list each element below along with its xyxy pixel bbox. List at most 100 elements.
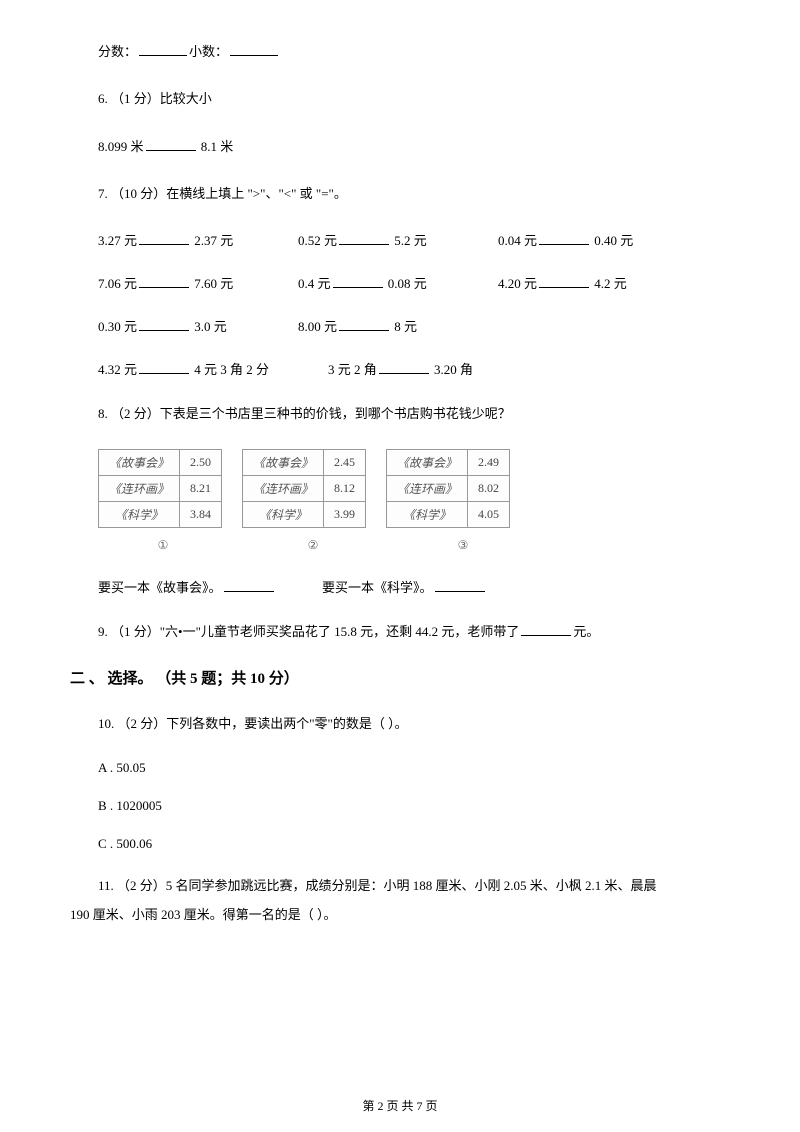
q7-r1c3: 0.04 元 0.40 元 bbox=[498, 230, 698, 249]
q5-blank1[interactable] bbox=[139, 43, 187, 56]
q7-r1c2-r: 5.2 元 bbox=[391, 233, 427, 248]
q8-t3-b2: 《连环画》 bbox=[387, 475, 468, 501]
q8-label1: ① bbox=[98, 538, 228, 553]
q7-r2c1-l: 7.06 元 bbox=[98, 276, 137, 291]
q8-stem: 8. （2 分）下表是三个书店里三种书的价钱，到哪个书店购书花钱少呢？ bbox=[98, 402, 730, 425]
q7-row2: 7.06 元 7.60 元 0.4 元 0.08 元 4.20 元 4.2 元 bbox=[98, 273, 730, 292]
q7-r2c2-blank[interactable] bbox=[333, 275, 383, 288]
q8-t1-b1: 《故事会》 bbox=[99, 449, 180, 475]
section2-header: 二 、 选择。 （共 5 题；共 10 分） bbox=[70, 667, 730, 688]
q7-r1c2-l: 0.52 元 bbox=[298, 233, 337, 248]
q8-table3: 《故事会》2.49 《连环画》8.02 《科学》4.05 bbox=[386, 449, 510, 528]
q7-r1c3-l: 0.04 元 bbox=[498, 233, 537, 248]
q7-r3c2: 8.00 元 8 元 bbox=[298, 316, 498, 335]
q7-r2c1-blank[interactable] bbox=[139, 275, 189, 288]
q5-text1: 分数： bbox=[98, 44, 137, 59]
q9-blank[interactable] bbox=[521, 623, 571, 636]
q11-line1: 11. （2 分）5 名同学参加跳远比赛，成绩分别是：小明 188 厘米、小刚 … bbox=[70, 874, 730, 897]
q7-row3: 0.30 元 3.0 元 8.00 元 8 元 bbox=[98, 316, 730, 335]
q7-r1c2: 0.52 元 5.2 元 bbox=[298, 230, 498, 249]
q10-stem: 10. （2 分）下列各数中，要读出两个"零"的数是（ ）。 bbox=[98, 712, 730, 735]
q7-r4c2-blank[interactable] bbox=[379, 361, 429, 374]
q7-r2c1-r: 7.60 元 bbox=[191, 276, 233, 291]
q7-r1c1-r: 2.37 元 bbox=[191, 233, 233, 248]
q7-row4: 4.32 元 4 元 3 角 2 分 3 元 2 角 3.20 角 bbox=[98, 359, 730, 378]
q8-label2: ② bbox=[248, 538, 378, 553]
q7-r4c2-r: 3.20 角 bbox=[431, 362, 473, 377]
q8-ans2-blank[interactable] bbox=[435, 579, 485, 592]
q7-stem: 7. （10 分）在横线上填上 ">"、"<" 或 "="。 bbox=[98, 182, 730, 205]
q7-r1c3-blank[interactable] bbox=[539, 232, 589, 245]
q8-ans2-text: 要买一本《科学》。 bbox=[322, 580, 433, 595]
q7-r3c1-r: 3.0 元 bbox=[191, 319, 227, 334]
q6-left: 8.099 米 bbox=[98, 139, 144, 154]
q5-text2: 小数： bbox=[189, 44, 228, 59]
q7-r2c2: 0.4 元 0.08 元 bbox=[298, 273, 498, 292]
q7-r3c2-l: 8.00 元 bbox=[298, 319, 337, 334]
q8-t2-p3: 3.99 bbox=[324, 501, 366, 527]
q7-r4c1: 4.32 元 4 元 3 角 2 分 bbox=[98, 359, 328, 378]
q8-tables: 《故事会》2.50 《连环画》8.21 《科学》3.84 《故事会》2.45 《… bbox=[98, 449, 730, 528]
q8-t3-b1: 《故事会》 bbox=[387, 449, 468, 475]
q5-line: 分数： 小数： bbox=[98, 40, 730, 63]
q7-r2c2-l: 0.4 元 bbox=[298, 276, 331, 291]
q8-t1-p3: 3.84 bbox=[180, 501, 222, 527]
q7-r4c1-r: 4 元 3 角 2 分 bbox=[191, 362, 269, 377]
q7-r3c1: 0.30 元 3.0 元 bbox=[98, 316, 298, 335]
q7-r3c1-blank[interactable] bbox=[139, 318, 189, 331]
q7-r2c3-l: 4.20 元 bbox=[498, 276, 537, 291]
q7-r2c3-blank[interactable] bbox=[539, 275, 589, 288]
q5-blank2[interactable] bbox=[230, 43, 278, 56]
q9-line: 9. （1 分）"六•一"儿童节老师买奖品花了 15.8 元，还剩 44.2 元… bbox=[98, 620, 730, 643]
q8-ans1-blank[interactable] bbox=[224, 579, 274, 592]
q8-ans1-text: 要买一本《故事会》。 bbox=[98, 580, 222, 595]
q7-r2c1: 7.06 元 7.60 元 bbox=[98, 273, 298, 292]
q7-r1c1: 3.27 元 2.37 元 bbox=[98, 230, 298, 249]
q6-right: 8.1 米 bbox=[198, 139, 234, 154]
q7-r3c3 bbox=[498, 316, 698, 335]
page-footer: 第 2 页 共 7 页 bbox=[0, 1097, 800, 1114]
q8-t2-p1: 2.45 bbox=[324, 449, 366, 475]
q8-table1: 《故事会》2.50 《连环画》8.21 《科学》3.84 bbox=[98, 449, 222, 528]
q7-r3c2-blank[interactable] bbox=[339, 318, 389, 331]
q6-blank[interactable] bbox=[146, 138, 196, 151]
q6-stem: 6. （1 分）比较大小 bbox=[98, 87, 730, 110]
q9-pre: 9. （1 分）"六•一"儿童节老师买奖品花了 15.8 元，还剩 44.2 元… bbox=[98, 624, 519, 639]
q7-r2c3: 4.20 元 4.2 元 bbox=[498, 273, 698, 292]
q7-row1: 3.27 元 2.37 元 0.52 元 5.2 元 0.04 元 0.40 元 bbox=[98, 230, 730, 249]
q7-r1c2-blank[interactable] bbox=[339, 232, 389, 245]
q8-t1-b3: 《科学》 bbox=[99, 501, 180, 527]
q8-t1-b2: 《连环画》 bbox=[99, 475, 180, 501]
q7-r2c3-r: 4.2 元 bbox=[591, 276, 627, 291]
q7-r4c2-l: 3 元 2 角 bbox=[328, 362, 377, 377]
q8-answers: 要买一本《故事会》。 要买一本《科学》。 bbox=[98, 577, 730, 596]
q10-choice-b[interactable]: B . 1020005 bbox=[98, 798, 730, 814]
q8-t2-b1: 《故事会》 bbox=[243, 449, 324, 475]
q7-r4c1-l: 4.32 元 bbox=[98, 362, 137, 377]
q8-t3-b3: 《科学》 bbox=[387, 501, 468, 527]
q8-label3: ③ bbox=[398, 538, 528, 553]
q8-table-labels: ① ② ③ bbox=[98, 538, 730, 553]
q11-line2: 190 厘米、小雨 203 厘米。得第一名的是（ ）。 bbox=[70, 903, 730, 926]
q8-t2-b2: 《连环画》 bbox=[243, 475, 324, 501]
q7-r3c1-l: 0.30 元 bbox=[98, 319, 137, 334]
q8-t2-p2: 8.12 bbox=[324, 475, 366, 501]
q7-r1c3-r: 0.40 元 bbox=[591, 233, 633, 248]
q10-choice-c[interactable]: C . 500.06 bbox=[98, 836, 730, 852]
q7-r1c1-l: 3.27 元 bbox=[98, 233, 137, 248]
q6-compare: 8.099 米 8.1 米 bbox=[98, 135, 730, 158]
q8-t3-p1: 2.49 bbox=[468, 449, 510, 475]
q8-table2: 《故事会》2.45 《连环画》8.12 《科学》3.99 bbox=[242, 449, 366, 528]
q10-choice-a[interactable]: A . 50.05 bbox=[98, 760, 730, 776]
q7-r4c2: 3 元 2 角 3.20 角 bbox=[328, 359, 473, 378]
q7-r4c1-blank[interactable] bbox=[139, 361, 189, 374]
q7-r1c1-blank[interactable] bbox=[139, 232, 189, 245]
q8-t2-b3: 《科学》 bbox=[243, 501, 324, 527]
q9-post: 元。 bbox=[573, 624, 599, 639]
q7-r2c2-r: 0.08 元 bbox=[385, 276, 427, 291]
q8-t1-p1: 2.50 bbox=[180, 449, 222, 475]
q8-t3-p3: 4.05 bbox=[468, 501, 510, 527]
q7-r3c2-r: 8 元 bbox=[391, 319, 417, 334]
q8-t1-p2: 8.21 bbox=[180, 475, 222, 501]
q8-t3-p2: 8.02 bbox=[468, 475, 510, 501]
